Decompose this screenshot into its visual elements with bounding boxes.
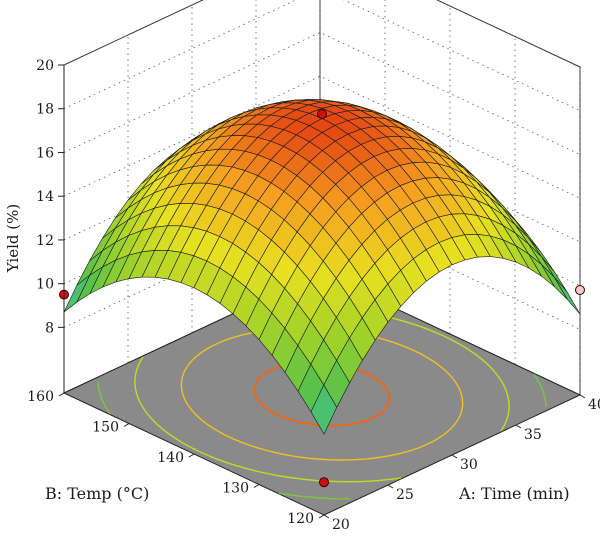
z-tick-label: 12 [36, 233, 54, 249]
z-tick-label: 20 [36, 58, 54, 74]
z-tick-label: 10 [36, 277, 54, 293]
design-point [317, 109, 327, 120]
contour-line [279, 492, 350, 500]
wall-gridline [63, 32, 581, 155]
y-axis-label: B: Temp (°C) [45, 484, 149, 503]
z-tick-label: 8 [45, 320, 54, 336]
x-axis-label: A: Time (min) [458, 484, 570, 503]
design-point [575, 285, 585, 296]
wall-gridline [63, 206, 581, 330]
x-tick-label: 20 [332, 517, 350, 533]
contour-line [533, 373, 547, 407]
y-tick [123, 423, 130, 427]
z-tick-label: 16 [36, 145, 54, 161]
wall-gridline [63, 0, 581, 112]
surface-cell [310, 384, 338, 435]
x-tick-label: 25 [396, 487, 414, 503]
z-tick-label: 18 [36, 102, 54, 118]
z-tick-label: 14 [36, 189, 54, 205]
x-tick [579, 394, 586, 399]
y-tick-label: 130 [222, 481, 249, 497]
contour-line [444, 335, 510, 432]
axes: 8 10 12 14 16 18 20 120 130 140 150 160 20 25 30 35 40 [27, 58, 600, 533]
y-tick-label: 120 [287, 511, 314, 527]
y-tick-label: 150 [92, 420, 119, 436]
wall-gridline [63, 75, 581, 199]
contour-line [97, 381, 111, 415]
y-tick-label: 140 [157, 450, 184, 466]
x-tick [387, 484, 394, 489]
wall-gridline [63, 0, 581, 68]
x-tick [515, 424, 522, 429]
axis-labels: Yield (%) B: Temp (°C) A: Time (min) [4, 204, 570, 503]
y-tick [253, 484, 260, 488]
x-tick-label: 30 [460, 457, 478, 473]
z-axis-label: Yield (%) [4, 204, 22, 273]
x-tick [323, 514, 330, 519]
x-tick [451, 454, 458, 459]
x-tick-label: 35 [524, 427, 542, 443]
y-tick [188, 453, 195, 458]
x-tick-label: 40 [588, 397, 600, 413]
contour-line [134, 356, 402, 483]
y-tick-label: 160 [27, 389, 54, 405]
y-tick [58, 392, 65, 397]
response-surface [63, 99, 581, 435]
design-point [319, 477, 329, 488]
y-tick [318, 514, 325, 519]
